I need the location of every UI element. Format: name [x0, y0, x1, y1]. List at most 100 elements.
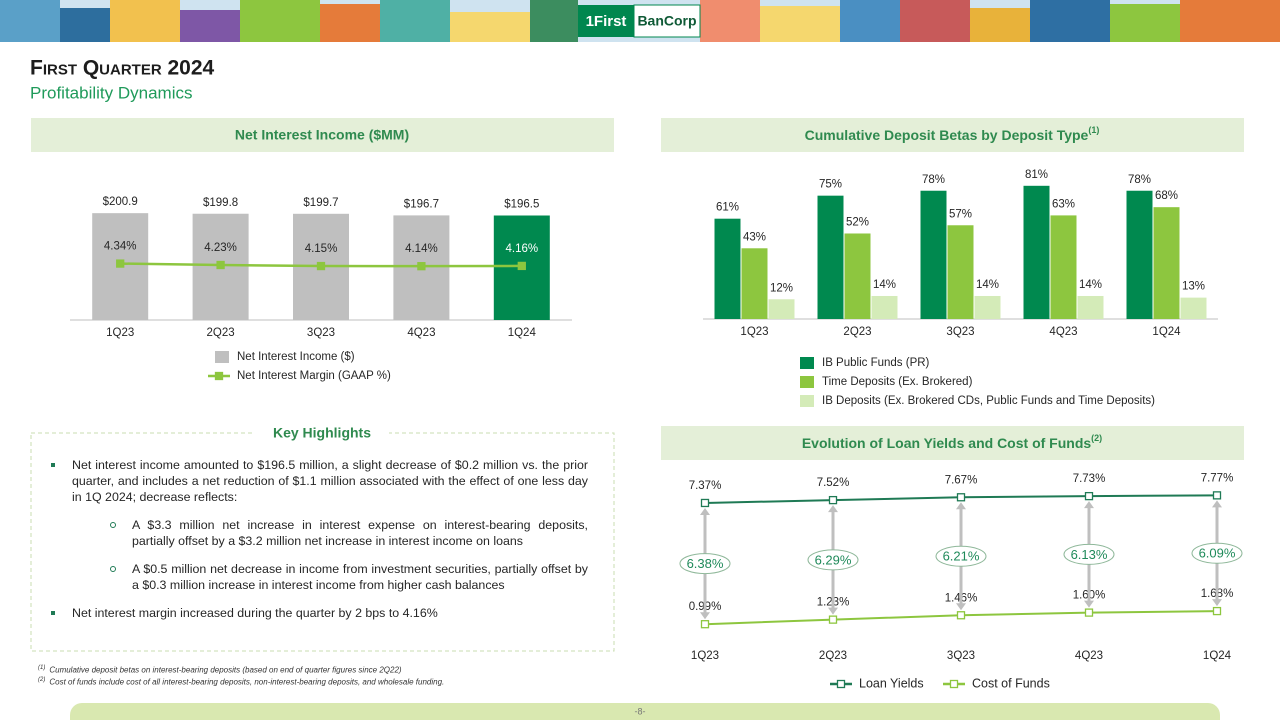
data-label: 63%: [1052, 198, 1075, 210]
line-marker: [417, 262, 426, 271]
bar: [1180, 297, 1207, 319]
highlights-box: [30, 432, 615, 652]
x-tick-label: 4Q23: [1075, 650, 1103, 662]
highlight-text: Net interest margin increased during the…: [72, 606, 438, 620]
footnote-text: Cost of funds include cost of all intere…: [49, 677, 445, 687]
spread-arrowhead: [1212, 500, 1222, 508]
data-label: $199.8: [203, 197, 238, 209]
data-label: 78%: [922, 174, 945, 186]
data-label: 43%: [743, 231, 766, 243]
spread-badge: [1191, 542, 1243, 564]
legend-swatch: [800, 395, 814, 407]
footnote-mark: (1): [38, 665, 46, 671]
legend-swatch: [836, 679, 846, 689]
line-marker: [216, 260, 225, 270]
bar: [1023, 185, 1050, 319]
data-label: 75%: [819, 179, 842, 191]
chart-header: [661, 118, 1244, 152]
page-number: -8-: [635, 706, 646, 716]
x-tick-label: 4Q23: [407, 327, 435, 339]
data-label: $196.7: [404, 198, 439, 210]
spread-label: 6.21%: [943, 549, 980, 564]
legend-label: Net Interest Margin (GAAP %): [237, 370, 391, 382]
chart-title-note: (2): [1091, 433, 1102, 443]
x-tick-label: 2Q23: [843, 326, 871, 338]
spread-badge: [679, 553, 731, 575]
line-marker: [828, 615, 838, 624]
data-label: $199.7: [303, 197, 338, 209]
data-label: $196.5: [504, 199, 539, 211]
data-label: 78%: [1128, 174, 1151, 186]
data-label: 7.77%: [1201, 472, 1234, 484]
x-tick-label: 1Q24: [1203, 650, 1232, 662]
page-title: First Quarter 2024: [30, 57, 215, 80]
spread-arrowhead: [1084, 501, 1094, 509]
legend-label: Cost of Funds: [972, 676, 1050, 690]
chart-title-note: (1): [1088, 125, 1099, 135]
line-marker: [116, 259, 125, 268]
highlight-subitem: A $3.3 million net increase in interest …: [72, 517, 588, 549]
footnote: (1) Cumulative deposit betas on interest-…: [38, 665, 402, 675]
line-marker: [700, 498, 710, 508]
data-label: 7.37%: [689, 480, 722, 492]
spread-arrowhead: [956, 502, 966, 510]
x-tick-label: 3Q23: [946, 326, 974, 338]
data-label: 4.34%: [104, 241, 137, 253]
line-marker: [700, 620, 710, 629]
spread-label: 6.38%: [687, 556, 724, 571]
legend-swatch: [949, 679, 959, 689]
chart-header: [31, 118, 614, 152]
highlights-title: Key Highlights: [273, 425, 371, 441]
data-label: 12%: [770, 282, 793, 294]
page-subtitle: Profitability Dynamics: [30, 83, 193, 102]
bar: [920, 190, 947, 319]
x-tick-label: 2Q23: [819, 650, 847, 662]
data-label: $200.9: [103, 196, 138, 208]
data-label: 14%: [873, 279, 896, 291]
logo-box: [633, 4, 701, 38]
data-label: 81%: [1025, 169, 1048, 181]
bar: [1050, 215, 1077, 319]
line-marker: [956, 611, 966, 620]
chart-title-text: Evolution of Loan Yields and Cost of Fun…: [802, 435, 1092, 451]
x-tick-label: 1Q24: [508, 327, 537, 339]
bar: [741, 248, 768, 319]
chart-title: Evolution of Loan Yields and Cost of Fun…: [802, 433, 1102, 450]
bar: [768, 299, 795, 319]
highlight-item: Net interest income amounted to $196.5 m…: [48, 457, 588, 593]
spread-badge: [935, 545, 987, 567]
chart-title: Cumulative Deposit Betas by Deposit Type…: [805, 125, 1100, 142]
spread-arrowhead: [700, 507, 710, 515]
data-label: 4.23%: [204, 242, 237, 254]
data-label: 7.73%: [1073, 473, 1106, 485]
footnote-mark: (2): [38, 677, 46, 683]
footnote-text: Cumulative deposit betas on interest-bea…: [49, 665, 402, 675]
x-tick-label: 1Q24: [1152, 326, 1181, 338]
legend-label: Loan Yields: [859, 676, 924, 690]
x-tick-label: 3Q23: [307, 327, 335, 339]
x-tick-label: 3Q23: [947, 650, 975, 662]
bar: [1077, 295, 1104, 319]
x-tick-label: 1Q23: [691, 650, 719, 662]
line-marker: [1212, 491, 1222, 500]
spread-arrowhead: [956, 603, 966, 611]
spread-label: 6.13%: [1071, 547, 1108, 562]
legend-swatch: [800, 376, 814, 388]
data-label: 4.15%: [305, 243, 338, 255]
x-tick-label: 1Q23: [740, 326, 768, 338]
data-label: 61%: [716, 202, 739, 214]
bar: [1153, 207, 1180, 319]
x-tick-label: 1Q23: [106, 327, 134, 339]
x-tick-label: 2Q23: [207, 327, 235, 339]
logo-text: 1First: [586, 13, 627, 30]
line-marker: [828, 495, 838, 505]
legend-label: Time Deposits (Ex. Brokered): [822, 376, 973, 388]
chart-header: [661, 426, 1244, 460]
bar: [1126, 190, 1153, 319]
footnote: (2) Cost of funds include cost of all int…: [38, 677, 444, 687]
chart-title: Net Interest Income ($MM): [235, 127, 409, 143]
line-marker: [956, 493, 966, 502]
legend-label: IB Deposits (Ex. Brokered CDs, Public Fu…: [822, 395, 1155, 407]
legend-swatch: [214, 371, 224, 381]
